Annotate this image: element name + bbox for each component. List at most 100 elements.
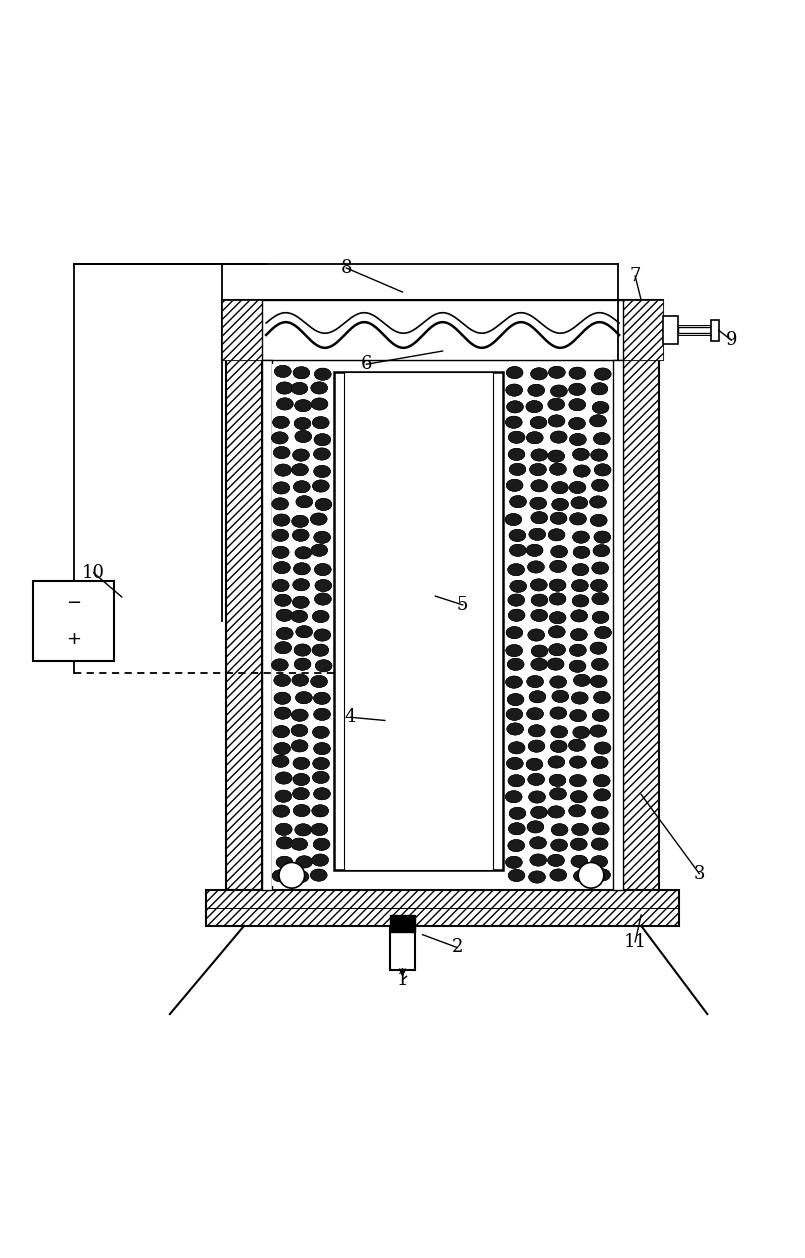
Text: 10: 10 [82,564,105,582]
Ellipse shape [275,707,291,720]
Ellipse shape [592,611,609,624]
Text: 11: 11 [624,933,646,951]
Ellipse shape [292,788,309,800]
Ellipse shape [569,367,586,379]
Ellipse shape [506,366,523,379]
Ellipse shape [292,788,309,800]
Ellipse shape [275,594,291,606]
Ellipse shape [508,564,525,576]
Ellipse shape [314,465,330,478]
Ellipse shape [592,838,608,850]
Ellipse shape [291,740,308,752]
Ellipse shape [292,871,309,883]
Ellipse shape [592,611,609,624]
Ellipse shape [314,531,331,543]
Ellipse shape [594,789,610,801]
Ellipse shape [571,838,587,850]
Ellipse shape [551,431,567,443]
Ellipse shape [529,791,546,803]
Ellipse shape [273,416,289,429]
Ellipse shape [295,547,312,559]
Ellipse shape [295,824,312,837]
Ellipse shape [594,367,611,380]
Ellipse shape [312,726,329,738]
Ellipse shape [551,839,568,852]
Bar [506,365,611,886]
Bar [334,372,503,869]
Ellipse shape [509,823,525,835]
Ellipse shape [593,869,610,881]
Ellipse shape [591,382,608,395]
Ellipse shape [573,465,590,477]
Ellipse shape [569,482,586,493]
Ellipse shape [528,725,545,737]
Ellipse shape [568,418,585,430]
Ellipse shape [314,788,330,800]
Ellipse shape [506,626,522,639]
Ellipse shape [276,609,293,621]
Ellipse shape [274,674,291,687]
Ellipse shape [293,757,310,770]
Ellipse shape [550,676,567,688]
Bar [226,360,262,889]
Bar [390,926,415,970]
Ellipse shape [568,384,585,395]
Ellipse shape [551,385,568,398]
Ellipse shape [313,692,330,704]
Ellipse shape [551,726,568,738]
Ellipse shape [551,726,568,738]
Ellipse shape [549,774,566,786]
Ellipse shape [295,824,312,837]
Ellipse shape [530,806,547,819]
Ellipse shape [592,710,609,721]
Ellipse shape [292,871,309,883]
Ellipse shape [508,742,525,754]
Ellipse shape [273,515,290,526]
Ellipse shape [528,629,545,642]
Bar [272,365,332,886]
Ellipse shape [506,790,522,803]
Ellipse shape [526,676,543,688]
Ellipse shape [569,644,586,657]
Ellipse shape [312,398,328,410]
Ellipse shape [507,693,524,706]
Ellipse shape [295,430,312,443]
Ellipse shape [594,742,611,754]
Ellipse shape [593,545,609,557]
Ellipse shape [548,415,565,426]
Ellipse shape [589,496,606,508]
Ellipse shape [272,755,289,767]
Text: 7: 7 [630,267,641,286]
Ellipse shape [549,611,566,624]
Ellipse shape [295,692,312,703]
Ellipse shape [573,465,590,477]
Ellipse shape [592,401,609,414]
Ellipse shape [592,756,608,769]
Ellipse shape [572,823,588,835]
Ellipse shape [275,772,292,784]
Ellipse shape [312,479,329,492]
Ellipse shape [506,790,522,803]
Ellipse shape [569,367,586,379]
Ellipse shape [292,449,309,462]
Ellipse shape [510,545,526,556]
Text: 8: 8 [341,259,352,277]
Ellipse shape [295,430,312,443]
Ellipse shape [568,805,585,816]
Ellipse shape [506,626,522,639]
Ellipse shape [548,450,564,462]
Ellipse shape [273,447,290,459]
Ellipse shape [506,857,522,868]
Ellipse shape [510,496,526,508]
Ellipse shape [590,725,607,737]
Ellipse shape [572,564,588,576]
Ellipse shape [571,610,588,621]
Ellipse shape [590,515,607,526]
Ellipse shape [593,545,609,557]
Ellipse shape [315,593,332,605]
Ellipse shape [312,771,329,784]
Ellipse shape [548,399,564,410]
Text: 1: 1 [397,971,408,989]
Ellipse shape [530,837,547,849]
Ellipse shape [527,561,544,574]
